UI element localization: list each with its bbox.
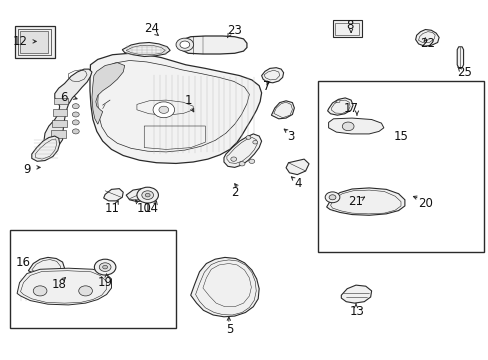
Circle shape [328, 195, 335, 200]
Bar [20, 31, 48, 53]
Circle shape [176, 38, 193, 51]
Circle shape [33, 286, 47, 296]
Circle shape [137, 187, 158, 203]
Text: 14: 14 [144, 202, 159, 215]
Text: 11: 11 [105, 202, 120, 215]
Circle shape [239, 162, 244, 166]
Circle shape [94, 259, 116, 275]
Text: 12: 12 [13, 35, 28, 48]
Circle shape [153, 102, 174, 118]
Polygon shape [456, 47, 463, 68]
Text: 17: 17 [343, 102, 358, 114]
Circle shape [230, 157, 236, 161]
Text: 13: 13 [349, 305, 364, 318]
Text: 10: 10 [137, 202, 151, 215]
Text: 16: 16 [16, 256, 31, 269]
Bar [335, 23, 358, 35]
Polygon shape [261, 68, 283, 83]
Polygon shape [17, 268, 111, 305]
Polygon shape [32, 136, 60, 161]
Text: 3: 3 [286, 130, 294, 143]
Text: 22: 22 [420, 37, 434, 50]
Bar [52, 120, 66, 127]
Polygon shape [271, 101, 294, 119]
Circle shape [72, 129, 79, 134]
Circle shape [72, 104, 79, 109]
Polygon shape [334, 99, 339, 102]
Text: 19: 19 [98, 276, 112, 289]
Polygon shape [90, 53, 261, 163]
Text: 6: 6 [60, 91, 67, 104]
Polygon shape [44, 69, 92, 148]
Circle shape [245, 136, 250, 139]
Polygon shape [122, 42, 170, 57]
Circle shape [79, 286, 92, 296]
Text: 20: 20 [417, 197, 432, 210]
Circle shape [72, 120, 79, 125]
Bar [18, 29, 51, 55]
Polygon shape [92, 63, 124, 124]
Text: 15: 15 [393, 130, 407, 143]
Polygon shape [103, 189, 123, 201]
Text: 23: 23 [227, 24, 242, 37]
Polygon shape [415, 30, 438, 46]
Polygon shape [181, 36, 246, 54]
Text: 21: 21 [348, 195, 363, 208]
Polygon shape [326, 188, 404, 215]
Text: 18: 18 [51, 278, 66, 291]
Polygon shape [28, 257, 64, 277]
Text: 25: 25 [456, 66, 471, 78]
Polygon shape [341, 285, 371, 303]
Circle shape [248, 159, 254, 163]
Bar [332, 20, 361, 37]
Circle shape [102, 265, 107, 269]
Polygon shape [285, 159, 308, 175]
Circle shape [180, 41, 189, 48]
Circle shape [342, 122, 353, 131]
Text: 7: 7 [262, 80, 270, 93]
Text: 1: 1 [184, 94, 192, 107]
Circle shape [142, 191, 153, 199]
Circle shape [159, 106, 168, 113]
Polygon shape [328, 118, 383, 134]
Circle shape [252, 140, 257, 144]
Bar [54, 98, 68, 104]
Text: 5: 5 [225, 323, 233, 336]
Text: 8: 8 [345, 19, 353, 32]
Text: 2: 2 [230, 186, 238, 199]
Polygon shape [190, 257, 259, 317]
Bar [10, 230, 176, 328]
Bar [51, 130, 65, 138]
Text: 9: 9 [23, 163, 31, 176]
Polygon shape [126, 189, 149, 202]
Bar [15, 26, 55, 58]
Circle shape [72, 112, 79, 117]
Circle shape [145, 193, 150, 197]
Text: 24: 24 [144, 22, 159, 35]
Circle shape [325, 192, 339, 203]
Polygon shape [224, 134, 261, 167]
Bar [317, 81, 483, 252]
Circle shape [99, 263, 111, 271]
Text: 4: 4 [294, 177, 302, 190]
Polygon shape [327, 98, 352, 115]
Bar [53, 109, 67, 116]
